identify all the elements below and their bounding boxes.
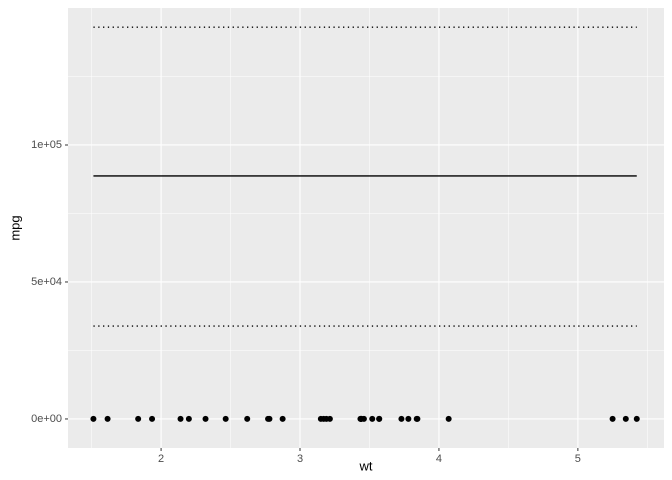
- point: [320, 415, 327, 422]
- point: [376, 415, 383, 422]
- panel: [68, 8, 664, 448]
- x-tick-label: 3: [297, 453, 303, 465]
- point: [90, 415, 97, 422]
- x-tick-label: 5: [575, 453, 581, 465]
- x-tick-label: 4: [436, 453, 442, 465]
- point: [405, 415, 412, 422]
- point: [202, 415, 209, 422]
- point: [244, 415, 251, 422]
- point: [622, 415, 629, 422]
- point: [445, 415, 452, 422]
- x-tick-label: 2: [158, 453, 164, 465]
- point: [414, 415, 421, 422]
- y-axis-title: mpg: [7, 215, 22, 240]
- y-tick-label: 5e+04: [31, 276, 62, 288]
- point: [398, 415, 405, 422]
- y-tick-label: 0e+00: [31, 413, 62, 425]
- point: [633, 415, 640, 422]
- point: [149, 415, 156, 422]
- point: [135, 415, 142, 422]
- point: [104, 415, 111, 422]
- point: [177, 415, 184, 422]
- point: [266, 415, 273, 422]
- y-tick-label: 1e+05: [31, 139, 62, 151]
- point: [357, 415, 364, 422]
- point: [279, 415, 286, 422]
- point: [609, 415, 616, 422]
- x-axis-title: wt: [359, 458, 373, 473]
- point: [369, 415, 376, 422]
- point: [185, 415, 192, 422]
- point: [222, 415, 229, 422]
